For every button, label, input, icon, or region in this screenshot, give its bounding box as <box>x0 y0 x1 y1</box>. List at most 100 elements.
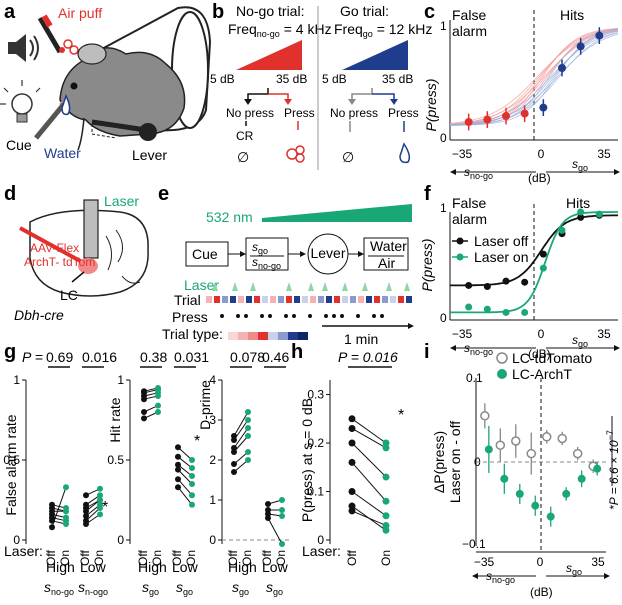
e-laser-pulse <box>386 282 392 291</box>
c-s-go: sgo <box>572 157 588 173</box>
e-laser-bar <box>262 204 412 222</box>
h-on-label: On <box>379 550 393 566</box>
e-press-dot <box>284 314 288 318</box>
i-ytick-pos: 0.1 <box>466 371 483 385</box>
i-archt-point <box>593 464 602 473</box>
g-ytick-label: 0.5 <box>3 453 20 467</box>
g-on-point <box>63 517 69 524</box>
g-low-go-hit-s: sgo <box>176 579 193 597</box>
c-hits-label: Hits <box>560 7 584 23</box>
g-off-point <box>83 513 89 519</box>
e-trial-square <box>302 296 308 303</box>
g-p-label: P = <box>22 349 43 365</box>
d-aav-line2: ArchT- tdTom <box>24 255 95 269</box>
go-null-outcome: ∅ <box>342 149 354 165</box>
e-trial-square <box>390 296 396 303</box>
h-off-point <box>348 415 356 423</box>
c-fit-curve <box>449 29 619 126</box>
g-p-dp-high: 0.078 <box>230 349 265 365</box>
f-laser-on-point <box>502 308 510 316</box>
panel-a-illustration: Air puff Cue Water <box>0 5 212 163</box>
g-on-label: On <box>240 550 254 566</box>
g-off-point <box>175 444 181 451</box>
g-on-point <box>279 541 285 547</box>
g-paired-line <box>177 478 193 496</box>
g-ytick-label: 1 <box>13 373 20 387</box>
nogo-no-press: No press <box>226 106 274 120</box>
h-p-label: P = 0.016 <box>338 349 398 365</box>
e-laser-pulse <box>286 282 292 291</box>
e-press-dot <box>260 314 264 318</box>
e-press-dot <box>308 314 312 318</box>
i-xaxis-go-arrow <box>546 573 610 579</box>
e-trial-square <box>366 296 372 303</box>
g-on-point <box>97 505 103 511</box>
g-ytick-label: 3 <box>209 413 216 427</box>
e-press-dot <box>340 314 344 318</box>
g-off-point <box>265 515 271 521</box>
h-paired-line <box>351 418 387 444</box>
go-no-press: No press <box>330 106 378 120</box>
g-on-point <box>189 501 195 508</box>
g-low-nogo: Low <box>80 559 107 575</box>
e-trial-row-label: Trial <box>174 292 201 308</box>
h-paired-line <box>351 462 387 502</box>
i-archt-point <box>562 489 571 498</box>
h-off-point <box>348 502 356 510</box>
i-s-go: sgo <box>566 561 582 577</box>
nogo-null-outcome: ∅ <box>237 149 249 165</box>
e-trial-squares <box>206 296 412 303</box>
e-type-swatch <box>288 332 298 340</box>
f-laser-on-point <box>521 308 529 316</box>
g-off-label: Off <box>78 550 92 566</box>
h-on-point <box>382 526 390 534</box>
lever-label: Lever <box>132 147 167 163</box>
chart-h-plot: 0 0.1 0.2 0.3 * Off On <box>307 366 404 566</box>
lightbulb-icon <box>0 80 41 123</box>
d-lc-label: LC <box>60 287 78 303</box>
h-laser-label: Laser: <box>302 543 341 559</box>
f-legend-on: Laser on <box>474 249 528 265</box>
e-water-label: Water <box>370 238 407 254</box>
f-laser-off-point <box>521 278 529 286</box>
f-alarm-label: alarm <box>452 211 487 227</box>
e-laser-pulses <box>212 282 410 291</box>
i-archt-point <box>515 489 524 498</box>
f-xtick-35: 35 <box>597 327 611 341</box>
g-off-point <box>83 521 89 527</box>
i-tdtom-point <box>572 448 583 459</box>
i-pval: *P = 6.6 × 10−7 <box>605 430 621 510</box>
e-s-go: sgo <box>252 240 268 256</box>
e-trial-square <box>294 296 300 303</box>
g-on-label: On <box>184 550 198 566</box>
f-laser-on-point <box>595 210 603 218</box>
e-trial-type-label: Trial type: <box>162 326 223 342</box>
g-off-label: Off <box>44 550 58 566</box>
h-off-point <box>348 458 356 466</box>
g-on-point <box>97 497 103 503</box>
i-tdtom-point <box>541 432 552 442</box>
g-on-point <box>97 492 103 499</box>
f-laser-off-point <box>539 250 547 258</box>
g-off-point <box>49 514 55 521</box>
e-trial-square <box>278 296 284 303</box>
c-xtick-35: 35 <box>597 147 611 161</box>
g-ytick-label: 0 <box>13 533 20 547</box>
f-xaxis-nogo-arrow <box>450 345 536 351</box>
i-legend-tdtom: LC-tdTomato <box>512 350 592 366</box>
g-low-go-hit: Low <box>172 559 199 575</box>
go-high-db: 35 dB <box>382 72 413 86</box>
c-fit-curve <box>449 32 619 125</box>
e-trial-square <box>286 296 292 303</box>
e-trial-square <box>358 296 364 303</box>
d-aav-line1: AAV-Flex <box>30 241 79 255</box>
g-off-point <box>141 415 147 422</box>
g-high-go-dp: High <box>228 559 257 575</box>
e-stim-box <box>245 237 289 271</box>
g-paired-line <box>233 419 249 441</box>
g-on-point <box>97 511 103 518</box>
c-go-point <box>576 42 585 51</box>
g-off-point <box>265 501 271 507</box>
g-star: * <box>194 433 200 450</box>
